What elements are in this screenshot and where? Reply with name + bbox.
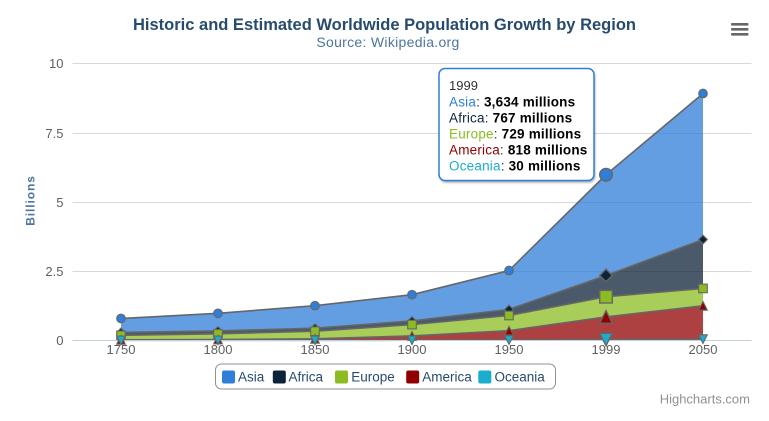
svg-text:2.5: 2.5 xyxy=(45,264,63,279)
svg-text:Europe: Europe xyxy=(351,370,395,385)
svg-text:1900: 1900 xyxy=(398,342,427,357)
svg-text:1800: 1800 xyxy=(204,342,233,357)
svg-text:1950: 1950 xyxy=(495,342,524,357)
svg-text:10: 10 xyxy=(49,56,63,71)
svg-text:Billions: Billions xyxy=(24,175,38,226)
svg-text:America: America xyxy=(422,370,472,385)
svg-text:Highcharts.com: Highcharts.com xyxy=(660,392,750,407)
svg-text:America: 818 millions: America: 818 millions xyxy=(449,143,588,158)
svg-text:Africa: 767 millions: Africa: 767 millions xyxy=(449,111,572,126)
svg-text:Historic and Estimated Worldwi: Historic and Estimated Worldwide Populat… xyxy=(133,16,636,34)
svg-text:Africa: Africa xyxy=(289,370,324,385)
svg-text:1999: 1999 xyxy=(449,78,478,93)
svg-text:2050: 2050 xyxy=(689,342,718,357)
svg-text:1850: 1850 xyxy=(301,342,330,357)
svg-text:1999: 1999 xyxy=(592,342,621,357)
svg-text:Oceania: 30 millions: Oceania: 30 millions xyxy=(449,159,581,174)
svg-text:Source: Wikipedia.org: Source: Wikipedia.org xyxy=(316,34,459,50)
svg-text:5: 5 xyxy=(56,195,63,210)
svg-text:1750: 1750 xyxy=(107,342,136,357)
svg-text:Asia: 3,634 millions: Asia: 3,634 millions xyxy=(449,95,575,110)
svg-text:Oceania: Oceania xyxy=(495,370,546,385)
svg-text:0: 0 xyxy=(56,333,63,348)
svg-text:Europe: 729 millions: Europe: 729 millions xyxy=(449,127,581,142)
svg-text:7.5: 7.5 xyxy=(45,126,63,141)
svg-text:Asia: Asia xyxy=(238,370,265,385)
